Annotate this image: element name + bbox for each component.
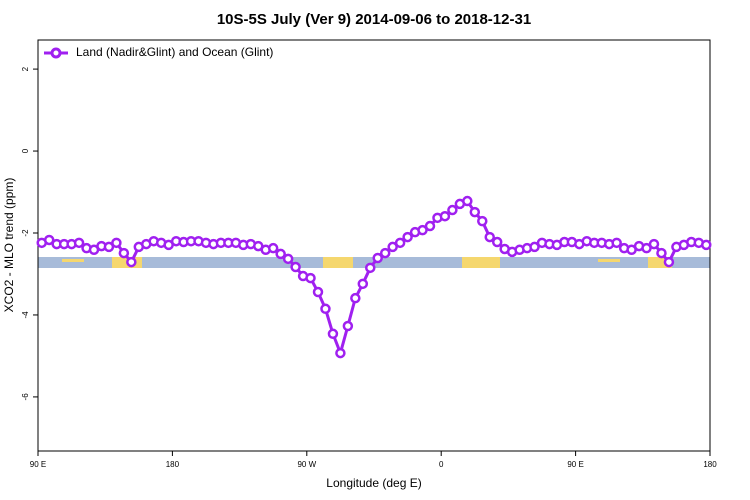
legend: Land (Nadir&Glint) and Ocean (Glint): [44, 45, 273, 59]
data-point: [611, 237, 622, 249]
x-tick-label: 90 W: [297, 460, 316, 469]
y-axis-label: XCO2 - MLO trend (ppm): [2, 178, 16, 313]
data-point: [379, 247, 391, 259]
data-point: [462, 195, 473, 207]
legend-marker: [50, 47, 62, 59]
land-band: [598, 259, 620, 262]
data-point: [342, 320, 354, 332]
data-point: [290, 261, 301, 273]
data-point: [424, 220, 436, 232]
x-tick-label: 90 E: [30, 460, 46, 469]
data-point: [305, 272, 316, 284]
data-point: [484, 231, 495, 243]
data-point: [312, 286, 324, 298]
data-point: [365, 262, 376, 274]
data-point: [372, 252, 383, 264]
x-axis-label: Longitude (deg E): [326, 476, 421, 490]
data-point: [469, 206, 481, 218]
data-point: [439, 210, 451, 222]
y-tick-label: -6: [21, 393, 30, 401]
y-tick-label: 0: [21, 148, 30, 153]
x-tick-label: 180: [703, 460, 717, 469]
data-point: [417, 224, 428, 236]
data-point: [447, 204, 458, 216]
data-point: [350, 292, 361, 304]
land-band: [648, 257, 672, 268]
x-tick-label: 180: [166, 460, 180, 469]
y-tick-label: 2: [21, 66, 30, 71]
data-point: [394, 237, 406, 249]
series-line: [41, 199, 707, 358]
land-band: [323, 257, 353, 268]
x-tick-label: 0: [439, 460, 444, 469]
chart-title: 10S-5S July (Ver 9) 2014-09-06 to 2018-1…: [217, 11, 531, 28]
data-point: [477, 215, 488, 227]
legend-label: Land (Nadir&Glint) and Ocean (Glint): [76, 45, 273, 59]
y-tick-label: -4: [21, 311, 30, 319]
data-point: [275, 248, 286, 260]
data-point: [43, 234, 55, 246]
land-band: [62, 259, 84, 262]
x-tick-label: 90 E: [567, 460, 583, 469]
data-point: [73, 237, 85, 249]
data-point: [103, 241, 115, 253]
data-point: [529, 241, 540, 253]
data-point: [656, 247, 667, 259]
data-point: [701, 239, 712, 251]
data-point: [648, 238, 660, 250]
data-point: [327, 328, 339, 340]
data-point: [282, 253, 294, 265]
data-point: [357, 278, 369, 290]
data-point: [335, 347, 346, 359]
data-point: [387, 241, 398, 253]
data-point: [267, 242, 279, 254]
data-point: [641, 242, 652, 254]
land-band: [462, 257, 500, 268]
data-point: [111, 237, 122, 249]
data-point: [402, 231, 413, 243]
data-point: [491, 236, 503, 248]
data-point: [663, 256, 675, 268]
data-point: [118, 247, 130, 259]
y-tick-label: -2: [21, 229, 30, 237]
data-point: [126, 256, 137, 268]
data-point: [320, 303, 331, 315]
